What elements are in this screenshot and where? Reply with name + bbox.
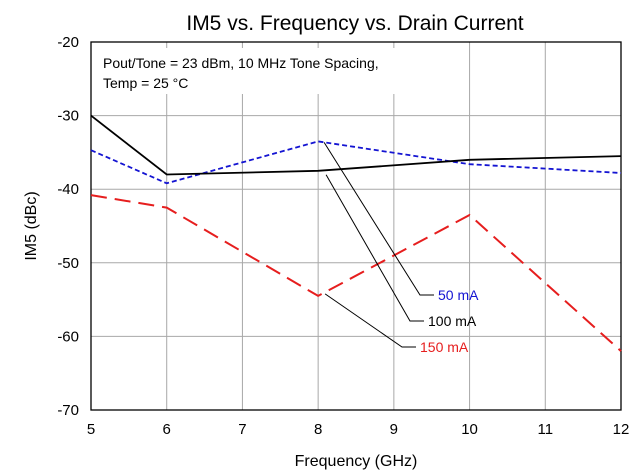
- legend-leader-line: [325, 174, 424, 322]
- annotation-line-2: Temp = 25 °C: [103, 75, 188, 91]
- y-axis-label: IM5 (dBc): [23, 191, 40, 260]
- x-tick-label: 6: [163, 421, 171, 438]
- y-tick-label: -40: [57, 181, 79, 198]
- y-tick-label: -50: [57, 255, 79, 272]
- grid: [91, 42, 621, 410]
- x-tick-label: 7: [238, 421, 246, 438]
- x-axis-label: Frequency (GHz): [295, 453, 418, 470]
- series-line-150-ma: [90, 194, 622, 352]
- y-tick-label: -60: [57, 328, 79, 345]
- legend-leader-line: [324, 293, 416, 348]
- chart-title: IM5 vs. Frequency vs. Drain Current: [186, 12, 523, 35]
- legend-leader-line: [323, 142, 434, 296]
- plot-area-frame: [90, 41, 622, 411]
- x-tick-label: 9: [390, 421, 398, 438]
- y-tick-label: -20: [57, 34, 79, 51]
- x-tick-label: 8: [314, 421, 322, 438]
- legend-label: 50 mA: [438, 287, 479, 303]
- legend-leader-lines: [323, 142, 434, 348]
- x-tick-label: 10: [461, 421, 478, 438]
- legend-label: 100 mA: [428, 313, 477, 329]
- series-line-50-ma: [90, 140, 622, 185]
- y-tick-label: -70: [57, 402, 79, 419]
- annotation-box: [98, 48, 452, 94]
- series-lines: [90, 114, 622, 352]
- x-tick-label: 12: [613, 421, 630, 438]
- y-tick-label: -30: [57, 108, 79, 125]
- axis-ticks: 5 6 7 8 9 10 11 12 -70 -60 -50 -40 -30 -20: [57, 34, 629, 438]
- legend: 50 mA 100 mA 150 mA: [420, 287, 479, 355]
- legend-label: 150 mA: [420, 339, 469, 355]
- x-tick-label: 5: [87, 421, 95, 438]
- x-tick-label: 11: [537, 421, 553, 438]
- series-line-100-ma: [90, 114, 622, 176]
- annotation-line-1: Pout/Tone = 23 dBm, 10 MHz Tone Spacing,: [103, 55, 379, 71]
